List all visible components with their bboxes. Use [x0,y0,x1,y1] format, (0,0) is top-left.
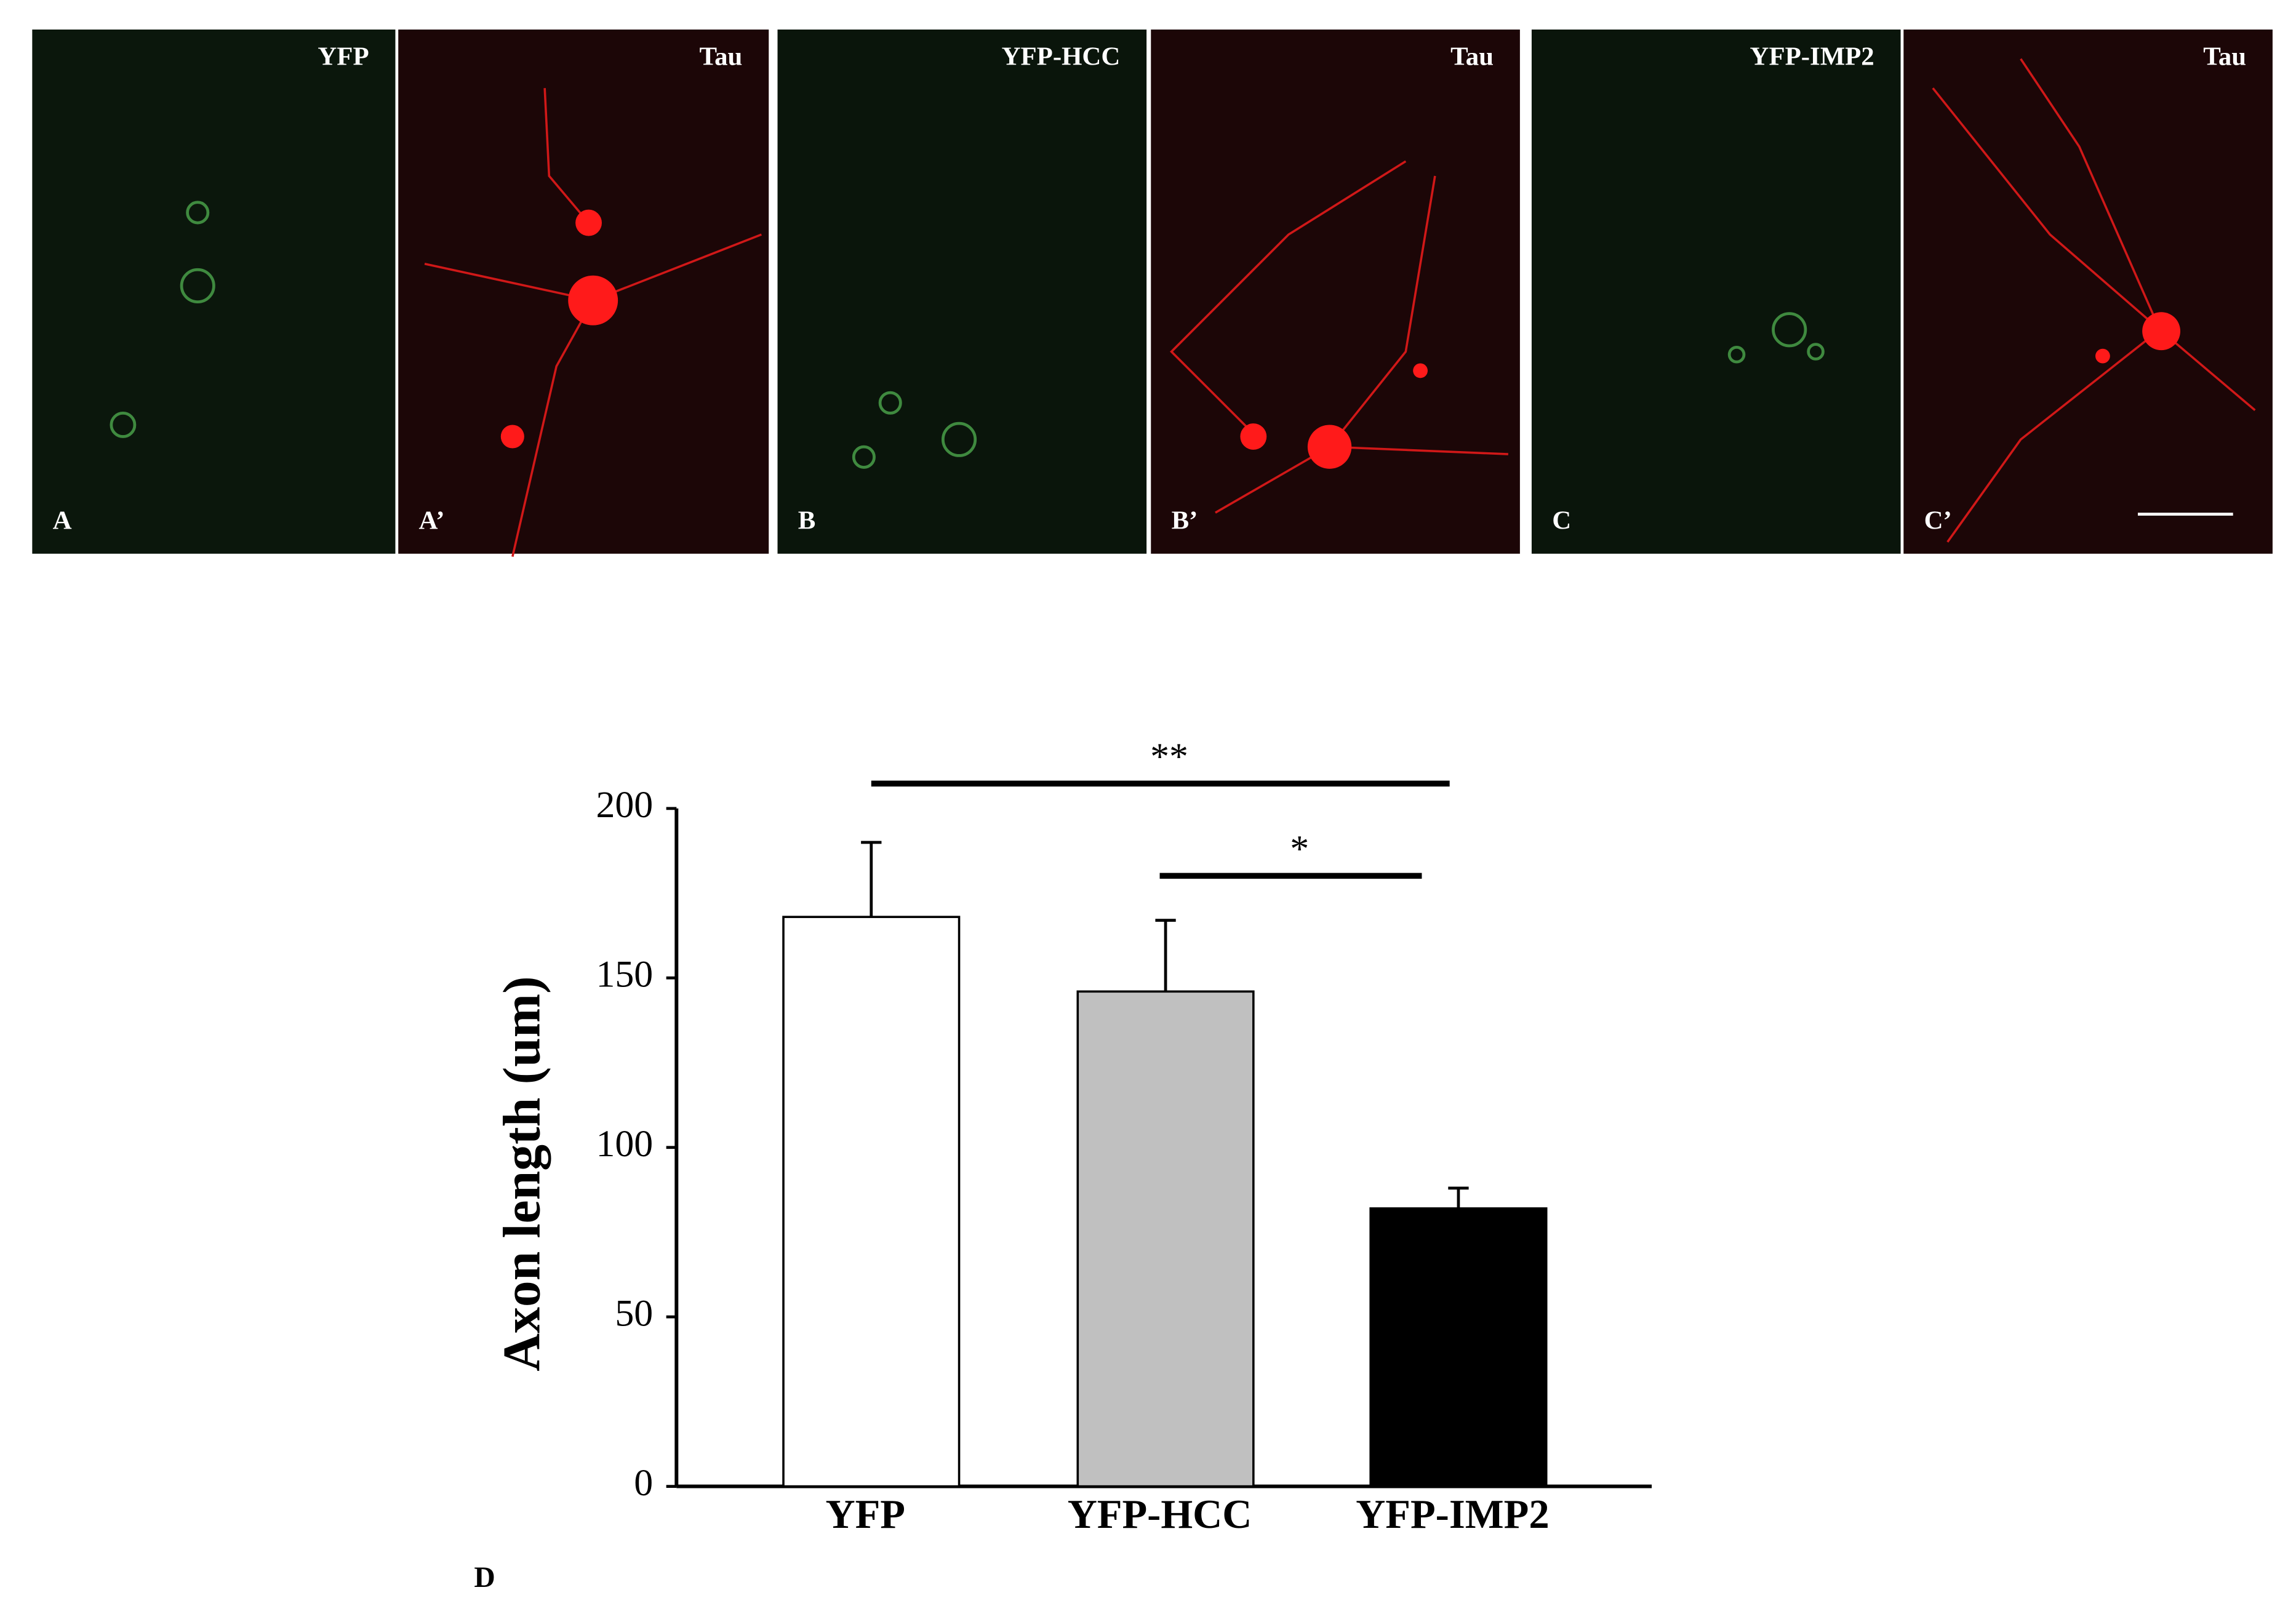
x-tick-label: YFP-HCC [1068,1492,1252,1537]
y-tick-label: 100 [596,1123,653,1165]
panel-bg [777,30,1147,554]
panel-title: Tau [2203,42,2246,71]
y-tick-label: 0 [634,1462,653,1504]
y-axis-title: Axon length (um) [492,976,551,1371]
y-tick-label: 200 [596,784,653,826]
significance-label: ** [1150,736,1188,778]
cells [110,201,1825,469]
panel-title: Tau [1450,42,1494,71]
panel-title: YFP-HCC [1002,42,1121,71]
panel-bg [1531,30,1901,554]
panel-title: YFP [318,42,369,71]
bar [1369,1207,1548,1488]
bar [782,916,961,1488]
panel-label: B’ [1172,506,1198,535]
micrographs [32,30,2273,557]
panel-label: D [474,1562,495,1594]
panel-bg [1151,30,1520,554]
x-tick-label: YFP-IMP2 [1356,1492,1549,1537]
neurites [424,58,2256,557]
significance-label: * [1290,828,1309,869]
panel-label: A [53,506,72,535]
y-tick-label: 150 [596,954,653,996]
panel-title: Tau [700,42,743,71]
soma [500,209,2181,469]
x-tick-label: YFP [826,1492,905,1537]
y-tick-label: 50 [615,1292,653,1334]
panel-label: B [798,506,816,535]
error-bar [861,841,882,917]
panel-label: A’ [419,506,445,535]
error-bar [1448,1186,1469,1209]
bar [1076,990,1255,1488]
panel-bg [1903,30,2273,554]
panel-label: C [1552,506,1571,535]
panel-label: C’ [1924,506,1952,535]
panel-title: YFP-IMP2 [1750,42,1874,71]
error-bar [1155,919,1176,992]
